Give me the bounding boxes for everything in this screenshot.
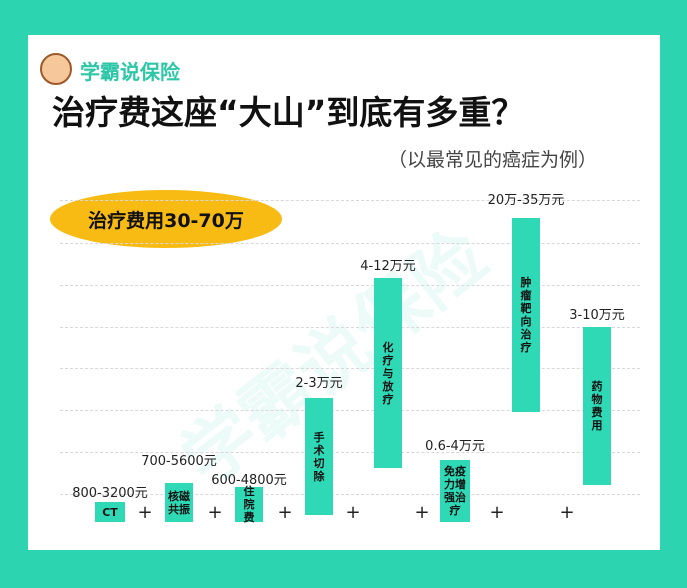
grid-line (60, 285, 640, 286)
subtitle: （以最常见的癌症为例） (388, 149, 598, 171)
plus-sign: + (345, 502, 361, 523)
brand: 学霸说保险 (80, 60, 180, 84)
cost-range: 700-5600元 (141, 454, 217, 469)
cost-bar: 肿瘤靶向治疗 (512, 218, 540, 412)
cost-range: 800-3200元 (72, 486, 148, 501)
cost-range: 600-4800元 (211, 473, 287, 488)
logo (40, 53, 72, 85)
title: 治疗费这座“大山”到底有多重？ (52, 93, 525, 132)
grid-line (60, 452, 640, 453)
grid-line (60, 368, 640, 369)
cost-range: 2-3万元 (295, 376, 343, 391)
cost-bar: 药物费用 (583, 327, 611, 485)
badge: 治疗费用30-70万 (50, 190, 282, 248)
grid-line (60, 200, 640, 201)
card (28, 35, 660, 550)
plus-sign: + (489, 502, 505, 523)
cost-bar: 免疫力增强治疗 (440, 460, 470, 522)
cost-bar: 化疗与放疗 (374, 278, 402, 468)
plus-sign: + (207, 502, 223, 523)
cost-range: 0.6-4万元 (425, 439, 485, 454)
grid-line (60, 410, 640, 411)
cost-range: 20万-35万元 (487, 193, 565, 208)
grid-line (60, 494, 640, 495)
cost-bar: 核磁共振 (165, 483, 193, 522)
cost-bar: 手术切除 (305, 398, 333, 515)
grid-line (60, 243, 640, 244)
plus-sign: + (277, 502, 293, 523)
plus-sign: + (559, 502, 575, 523)
grid-line (60, 327, 640, 328)
cost-bar: CT (95, 502, 125, 522)
cost-bar: 住院费 (235, 485, 263, 524)
plus-sign: + (137, 502, 153, 523)
cost-range: 4-12万元 (360, 259, 416, 274)
cost-range: 3-10万元 (569, 308, 625, 323)
plus-sign: + (414, 502, 430, 523)
